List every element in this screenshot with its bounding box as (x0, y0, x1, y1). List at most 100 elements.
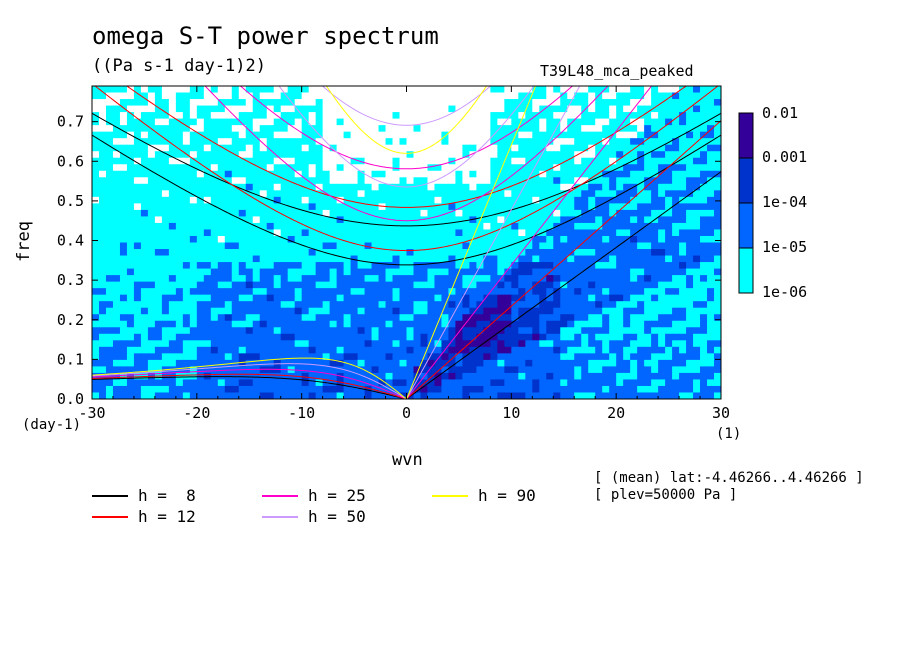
heatmap-cell (665, 99, 673, 107)
heatmap-cell (203, 346, 212, 354)
heatmap-cell (567, 118, 575, 126)
heatmap-cell (329, 164, 338, 172)
heatmap-cell (196, 222, 205, 231)
heatmap-cell (105, 314, 114, 322)
heatmap-cell (448, 333, 457, 341)
heatmap-cell (448, 320, 457, 328)
heatmap-cell (322, 372, 331, 381)
heatmap-cell (581, 359, 589, 367)
heatmap-cell (700, 340, 708, 348)
heatmap-cell (294, 385, 303, 394)
heatmap-cell (539, 385, 547, 394)
heatmap-cell (595, 229, 603, 237)
heatmap-cell (343, 112, 352, 120)
heatmap-cell (476, 327, 484, 335)
heatmap-cell (511, 359, 519, 367)
heatmap-cell (609, 183, 617, 191)
heatmap-cell (301, 112, 310, 120)
heatmap-cell (371, 170, 380, 178)
heatmap-cell (679, 353, 687, 361)
heatmap-cell (700, 327, 708, 335)
heatmap-cell (595, 131, 603, 139)
heatmap-cell (133, 314, 142, 322)
heatmap-cell (441, 353, 450, 361)
heatmap-cell (266, 359, 275, 367)
heatmap-cell (196, 229, 205, 237)
heatmap-cell (329, 314, 338, 322)
heatmap-cell (189, 385, 198, 394)
heatmap-cell (287, 314, 296, 322)
heatmap-cell (238, 157, 247, 165)
heatmap-cell (700, 164, 708, 172)
heatmap-cell (364, 392, 373, 399)
heatmap-cell (567, 105, 575, 113)
heatmap-cell (504, 216, 512, 224)
heatmap-cell (483, 216, 491, 224)
heatmap-cell (595, 177, 603, 185)
heatmap-cell (616, 105, 624, 113)
heatmap-cell (574, 249, 582, 257)
heatmap-cell (154, 216, 163, 224)
heatmap-cell (371, 301, 380, 309)
heatmap-cell (574, 209, 582, 218)
heatmap-cell (567, 366, 575, 374)
heatmap-cell (112, 183, 121, 191)
heatmap-cell (273, 249, 282, 257)
heatmap-cell (553, 138, 561, 146)
heatmap-cell (413, 333, 422, 341)
heatmap-cell (266, 222, 275, 231)
heatmap-cell (532, 170, 540, 178)
heatmap-cell (280, 346, 289, 354)
heatmap-cell (455, 275, 464, 283)
heatmap-cell (238, 190, 247, 198)
heatmap-cell (245, 281, 254, 289)
heatmap-cell (630, 170, 638, 178)
heatmap-cell (273, 164, 282, 172)
heatmap-cell (210, 353, 219, 361)
heatmap-cell (623, 392, 631, 399)
heatmap-cell (147, 281, 156, 289)
heatmap-cell (448, 99, 457, 107)
heatmap-cell (595, 288, 603, 296)
heatmap-cell (175, 216, 184, 224)
heatmap-cell (105, 262, 114, 270)
heatmap-cell (343, 242, 352, 250)
heatmap-cell (217, 262, 226, 270)
heatmap-cell (644, 157, 652, 165)
heatmap-cell (231, 125, 240, 133)
heatmap-cell (308, 86, 317, 94)
heatmap-cell (196, 379, 205, 387)
heatmap-cell (686, 320, 694, 328)
heatmap-cell (511, 242, 519, 250)
heatmap-cell (371, 392, 380, 399)
heatmap-cell (609, 340, 617, 348)
heatmap-cell (427, 346, 436, 354)
heatmap-cell (322, 359, 331, 367)
heatmap-cell (532, 385, 540, 394)
heatmap-cell (567, 235, 575, 244)
heatmap-cell (147, 353, 156, 361)
heatmap-cell (588, 235, 596, 244)
heatmap-cell (280, 196, 289, 204)
heatmap-cell (119, 112, 128, 120)
heatmap-cell (315, 314, 324, 322)
heatmap-cell (175, 229, 184, 237)
heatmap-cell (658, 262, 666, 270)
heatmap-cell (133, 222, 142, 231)
heatmap-cell (532, 242, 540, 250)
heatmap-cell (357, 144, 366, 152)
heatmap-cell (700, 366, 708, 374)
heatmap-cell (259, 235, 268, 244)
heatmap-cell (434, 112, 443, 120)
dispersion-curve (325, 86, 488, 154)
heatmap-cell (189, 392, 198, 399)
heatmap-cell (217, 301, 226, 309)
heatmap-cell (581, 125, 589, 133)
heatmap-cell (399, 125, 408, 133)
heatmap-cell (693, 320, 701, 328)
heatmap-cell (462, 118, 470, 126)
heatmap-cell (399, 138, 408, 146)
heatmap-cell (98, 268, 107, 276)
heatmap-cell (553, 235, 561, 244)
heatmap-cell (238, 164, 247, 172)
